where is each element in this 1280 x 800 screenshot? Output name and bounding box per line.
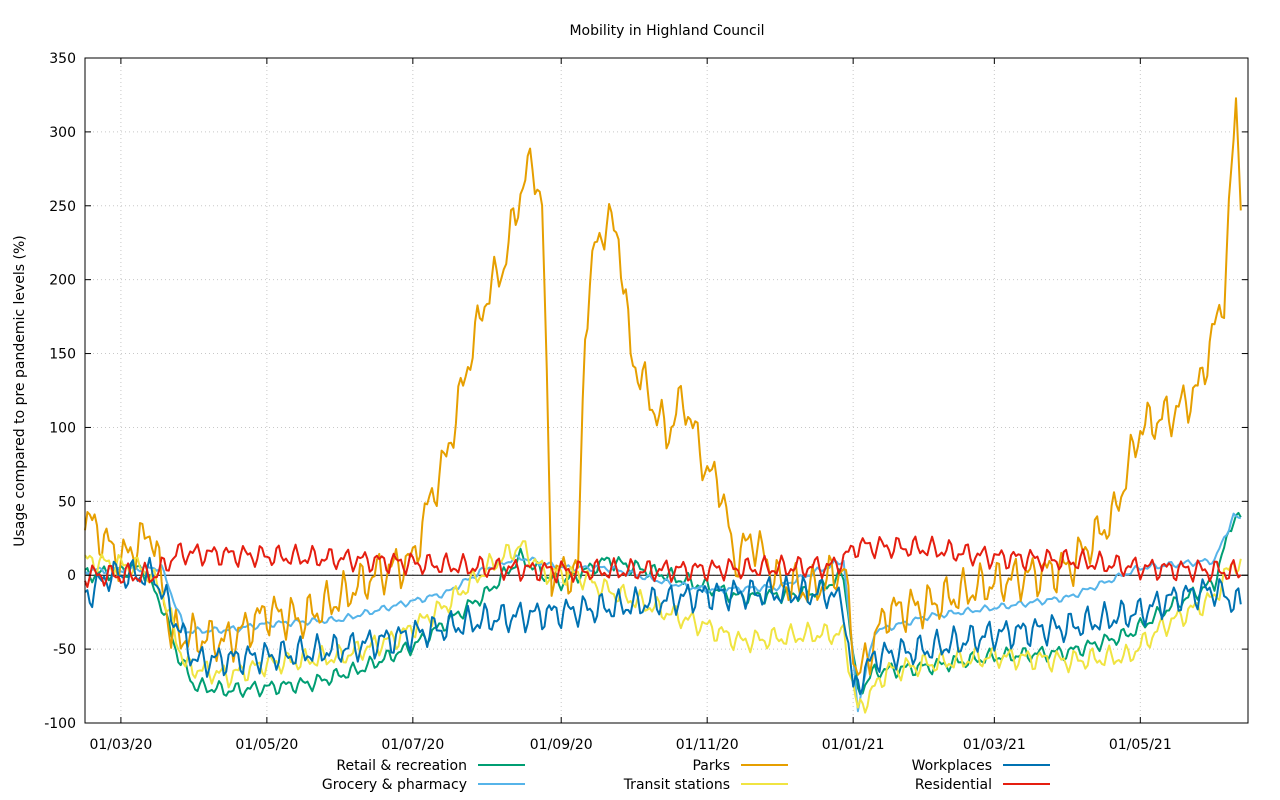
y-tick-label: 250 <box>49 199 76 215</box>
series-layer <box>84 97 1242 714</box>
x-axis-ticks: 01/03/20 01/05/20 01/07/20 01/09/20 01/11/20… <box>89 58 1172 753</box>
x-tick-label: 01/05/20 <box>235 737 298 753</box>
x-tick-label: 01/03/21 <box>963 737 1026 753</box>
chart-title: Mobility in Highland Council <box>569 23 764 39</box>
legend-label: Residential <box>915 777 992 793</box>
y-tick-label: -50 <box>53 642 76 658</box>
legend-label: Workplaces <box>912 758 992 774</box>
legend: Retail & recreation Grocery & pharmacy Par… <box>322 758 1050 793</box>
y-tick-label: 100 <box>49 420 76 436</box>
y-tick-label: -100 <box>44 716 76 732</box>
series-line-workplaces <box>84 556 1242 695</box>
y-tick-label: 150 <box>49 347 76 363</box>
x-tick-label: 01/11/20 <box>676 737 739 753</box>
x-tick-label: 01/05/21 <box>1109 737 1172 753</box>
x-tick-label: 01/07/20 <box>381 737 444 753</box>
x-tick-label: 01/03/20 <box>89 737 152 753</box>
x-tick-label: 01/01/21 <box>822 737 885 753</box>
series-line-parks <box>84 97 1242 676</box>
legend-label: Parks <box>692 758 730 774</box>
series-line-residential <box>84 535 1242 588</box>
y-tick-label: 200 <box>49 273 76 289</box>
y-tick-label: 0 <box>67 568 76 584</box>
y-axis-label: Usage compared to pre pandemic levels (%… <box>12 235 28 547</box>
x-tick-label: 01/09/20 <box>530 737 593 753</box>
legend-label: Transit stations <box>623 777 730 793</box>
series-line-grocery-pharmacy <box>84 512 1242 713</box>
y-tick-label: 350 <box>49 51 76 67</box>
y-tick-label: 50 <box>58 494 76 510</box>
y-axis-ticks: -100 -50 0 50 100 150 200 250 300 350 <box>44 51 1248 732</box>
legend-label: Retail & recreation <box>336 758 467 774</box>
grid <box>85 58 1248 723</box>
plot-frame <box>84 57 1249 724</box>
y-tick-label: 300 <box>49 125 76 141</box>
legend-label: Grocery & pharmacy <box>322 777 467 793</box>
